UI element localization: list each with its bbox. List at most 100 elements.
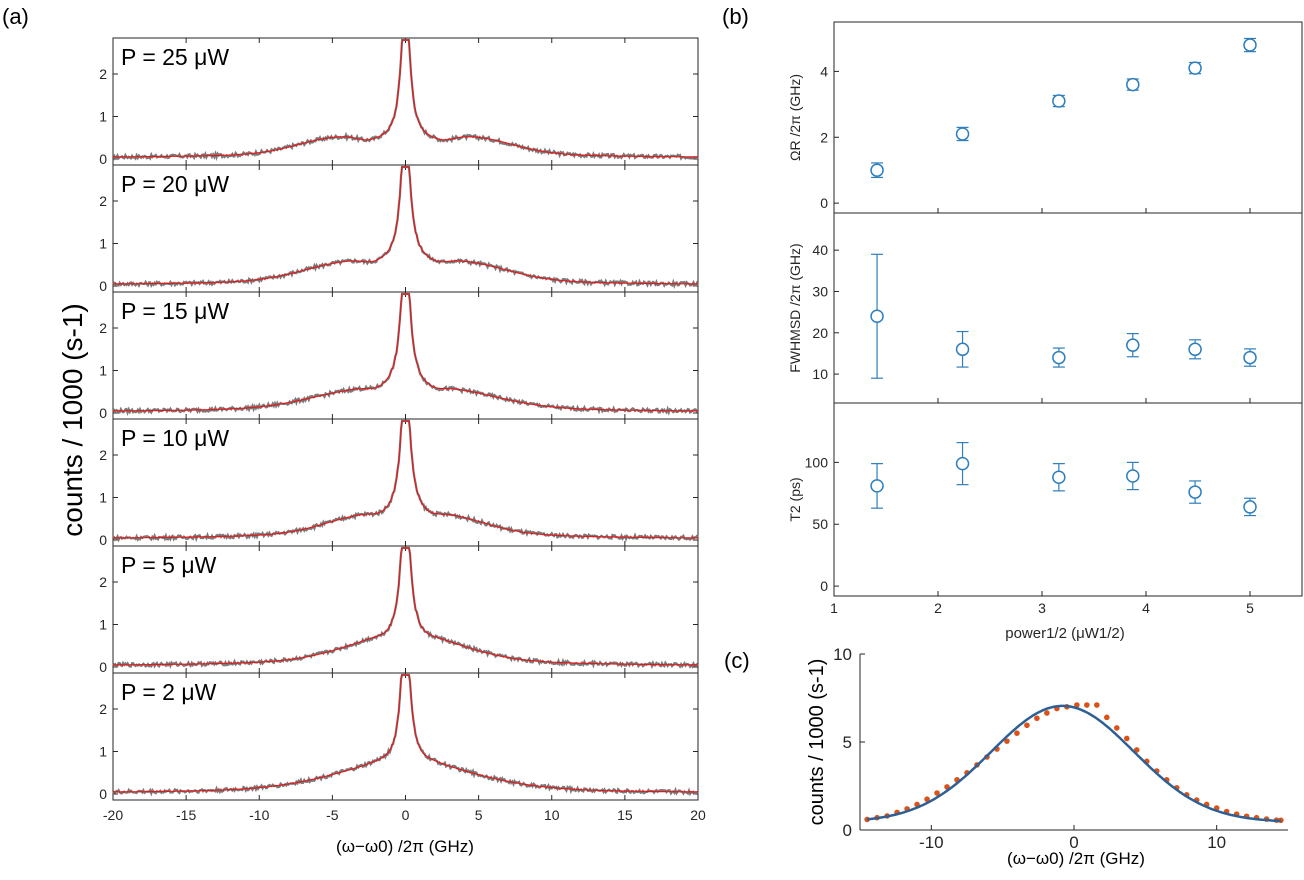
y-axis-label: T2 (ps): [787, 477, 803, 521]
panel-label-b: (b): [722, 4, 749, 29]
data-point: [955, 342, 970, 357]
data-point: [924, 796, 930, 802]
y-tick-label: 10: [812, 366, 828, 382]
y-tick-label: 1: [99, 744, 107, 760]
data-point: [1188, 342, 1202, 357]
fit-curve-5uW: [113, 547, 698, 666]
data-point: [1074, 702, 1080, 708]
subplot-a-15uW: 0 1 2 P = 15 μW: [99, 291, 699, 421]
panel-label-a: (a): [2, 4, 29, 29]
y-tick-label: 0: [843, 821, 852, 840]
x-tick-label: -10: [919, 833, 944, 852]
subplot-a-10uW: 0 1 2 P = 10 μW: [99, 418, 699, 548]
data-point: [1188, 61, 1202, 75]
y-tick-label: 1: [99, 490, 107, 506]
y-tick-label: 2: [99, 574, 107, 590]
data-point: [1004, 738, 1010, 744]
power-label: P = 25 μW: [121, 44, 229, 70]
x-tick-label: 4: [1142, 600, 1150, 616]
x-tick-label: 20: [690, 807, 706, 823]
subplot-a-20uW: 0 1 2 P = 20 μW: [99, 164, 700, 294]
y-tick-label: 1: [99, 109, 107, 125]
data-point: [934, 790, 940, 796]
y-tick-label: 4: [820, 63, 828, 79]
power-label: P = 15 μW: [121, 298, 229, 324]
data-point: [1126, 338, 1140, 352]
subplot-frame: [112, 545, 699, 674]
fit-curve-25uW: [113, 39, 698, 158]
x-tick-label: 5: [475, 807, 483, 823]
y-tick-label: 1: [99, 236, 107, 252]
power-label: P = 2 μW: [121, 679, 217, 705]
x-axis-label: (ω−ω0) /2π (GHz): [336, 837, 474, 856]
subplot-frame: [833, 402, 1303, 597]
y-tick-label: 0: [99, 532, 107, 548]
x-tick-label: 0: [1069, 833, 1078, 852]
power-label: P = 10 μW: [121, 425, 229, 451]
y-tick-label: 2: [820, 129, 828, 145]
data-point: [1034, 715, 1040, 722]
y-tick-label: 0: [820, 195, 828, 211]
x-tick-label: 1: [830, 600, 838, 616]
y-tick-label: 40: [812, 242, 828, 258]
y-tick-label: 2: [99, 701, 107, 717]
subplot-frame: [112, 291, 699, 420]
y-axis-label: counts / 1000 (s-1): [57, 303, 88, 536]
fit-curve: [866, 704, 1281, 823]
data-point: [1188, 485, 1202, 499]
data-point: [1243, 350, 1257, 365]
y-tick-label: 0: [820, 578, 828, 594]
y-tick-label: 2: [99, 193, 107, 209]
x-tick-label: 5: [1246, 600, 1254, 616]
data-point: [1084, 702, 1090, 708]
y-tick-label: 0: [99, 278, 107, 294]
data-point: [1044, 710, 1050, 716]
subplot-frame: [112, 37, 699, 166]
fit-curve-2uW: [113, 674, 698, 793]
y-tick-label: 2: [99, 447, 107, 463]
data-point: [1024, 722, 1030, 729]
subplot-frame: [833, 212, 1303, 404]
data-point: [1243, 38, 1257, 52]
data-point: [1126, 469, 1140, 483]
subplot-a-5uW: 0 1 2 P = 5 μW: [99, 545, 699, 675]
panel-c-spectrum: 0 5 10 -10 0 10 (ω−ω0) /2π (GHz) counts / 1000 …: [806, 645, 1288, 868]
x-tick-label: 15: [617, 807, 633, 823]
fit-curve-20uW: [113, 166, 698, 285]
y-tick-label: 50: [812, 516, 828, 532]
x-tick-label: 10: [544, 807, 560, 823]
data-point: [955, 456, 970, 471]
panel-label-c: (c): [724, 648, 750, 673]
subplot-a-2uW: 0 1 2 P = 2 μW -20 -15 -10 -5 0 5 10 15 20: [99, 672, 706, 823]
data-point: [870, 309, 884, 324]
data-point: [870, 163, 884, 177]
data-point: [1114, 725, 1120, 731]
x-axis-label: (ω−ω0) /2π (GHz): [1007, 849, 1145, 868]
subplot-frame: [112, 164, 699, 293]
y-tick-label: 2: [99, 66, 107, 82]
x-tick-label: -15: [176, 807, 196, 823]
y-tick-label: 2: [99, 320, 107, 336]
y-tick-label: 20: [812, 325, 828, 341]
data-point: [870, 479, 884, 493]
subplot-b-0: 0 2 4 ΩR /2π (GHz): [787, 21, 1303, 214]
y-tick-label: 30: [812, 283, 828, 299]
x-tick-label: -20: [103, 807, 123, 823]
y-tick-label: 0: [99, 786, 107, 802]
x-tick-label: 0: [402, 807, 410, 823]
x-tick-label: -5: [326, 807, 339, 823]
y-tick-label: 0: [99, 151, 107, 167]
x-axis-label: power1/2 (μW1/2): [1005, 625, 1125, 642]
x-tick-label: -10: [249, 807, 269, 823]
data-point: [1104, 714, 1110, 721]
data-point: [1052, 94, 1066, 108]
data-point: [955, 127, 970, 141]
data-point: [1094, 702, 1100, 708]
y-tick-label: 100: [805, 454, 829, 470]
data-point: [1243, 500, 1257, 514]
x-tick-label: 3: [1038, 600, 1046, 616]
power-label: P = 5 μW: [121, 552, 217, 578]
